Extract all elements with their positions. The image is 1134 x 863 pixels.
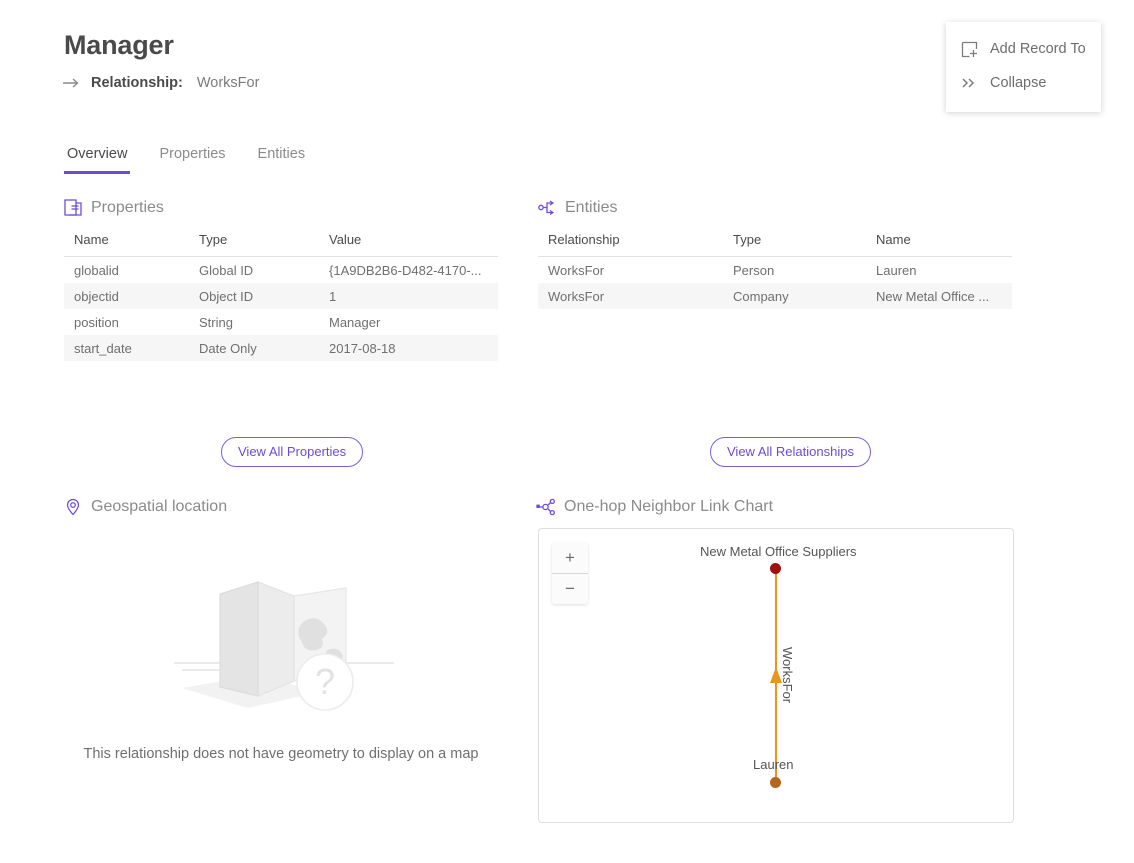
properties-table: Name Type Value globalid Global ID {1A9D…: [64, 232, 498, 361]
entities-section-header: Entities: [537, 198, 617, 217]
column-header-name: Name: [64, 232, 199, 257]
geospatial-section-title: Geospatial location: [91, 497, 228, 515]
table-row[interactable]: WorksFor Person Lauren: [538, 256, 1012, 283]
breadcrumb: Relationship: WorksFor: [63, 75, 259, 91]
edge-label-worksfor: WorksFor: [780, 647, 795, 704]
view-all-relationships-button[interactable]: View All Relationships: [710, 437, 871, 467]
arrow-right-icon: [63, 76, 81, 90]
folded-map-question-illustration: ?: [170, 560, 395, 725]
tab-bar: Overview Properties Entities: [64, 142, 308, 174]
entities-section-title: Entities: [565, 198, 618, 216]
node-label-person: Lauren: [753, 757, 794, 772]
column-header-type: Type: [199, 232, 329, 257]
context-menu: Add Record To Collapse: [946, 22, 1101, 112]
entity-link-lauren[interactable]: Lauren: [876, 262, 917, 278]
graph-node-person[interactable]: [770, 777, 781, 788]
column-header-value: Value: [329, 232, 498, 257]
cell-relationship: WorksFor: [548, 262, 605, 278]
menu-item-collapse[interactable]: Collapse: [946, 66, 1101, 100]
menu-item-add-record-to[interactable]: Add Record To: [946, 32, 1101, 66]
cell-value: {1A9DB2B6-D482-4170-...: [329, 262, 482, 278]
zoom-in-button[interactable]: +: [552, 543, 588, 574]
cell-value: 2017-08-18: [329, 340, 396, 356]
tab-entities[interactable]: Entities: [257, 146, 306, 162]
graph-edge: [770, 569, 782, 782]
table-row[interactable]: position String Manager: [64, 309, 498, 335]
cell-type: Person: [733, 262, 775, 278]
relationship-value: WorksFor: [196, 75, 260, 91]
hub-spoke-icon: [536, 497, 555, 516]
properties-form-icon: [63, 198, 82, 217]
link-chart-section-header: One-hop Neighbor Link Chart: [536, 497, 773, 516]
menu-item-label: Add Record To: [990, 41, 1086, 57]
cell-name: objectid: [74, 288, 119, 304]
add-record-icon: [960, 40, 978, 58]
cell-name: start_date: [74, 340, 132, 356]
graph-node-company[interactable]: [770, 563, 781, 574]
network-link-icon: [537, 198, 556, 217]
properties-section-header: Properties: [63, 198, 164, 217]
column-header-relationship: Relationship: [538, 232, 733, 257]
svg-text:?: ?: [315, 661, 335, 702]
cell-type: Object ID: [199, 288, 254, 304]
view-all-properties-button[interactable]: View All Properties: [221, 437, 364, 467]
table-row[interactable]: WorksFor Company New Metal Office ...: [538, 283, 1012, 309]
properties-section-title: Properties: [91, 198, 164, 216]
node-label-company: New Metal Office Suppliers: [700, 544, 857, 559]
relationship-label: Relationship:: [91, 75, 183, 91]
table-row[interactable]: objectid Object ID 1: [64, 283, 498, 309]
tab-properties[interactable]: Properties: [159, 146, 226, 162]
column-header-name: Name: [876, 232, 1012, 257]
cell-value: Manager: [329, 314, 381, 330]
geospatial-section-header: Geospatial location: [63, 497, 227, 516]
cell-name: globalid: [74, 262, 119, 278]
tab-overview[interactable]: Overview: [64, 142, 131, 174]
link-chart-section-title: One-hop Neighbor Link Chart: [564, 497, 774, 515]
column-header-type: Type: [733, 232, 876, 257]
menu-item-label: Collapse: [990, 75, 1047, 91]
cell-relationship: WorksFor: [548, 288, 605, 304]
entity-link-company[interactable]: New Metal Office ...: [876, 288, 990, 304]
zoom-out-button[interactable]: −: [565, 579, 575, 598]
entities-table: Relationship Type Name WorksFor Person L…: [538, 232, 1012, 309]
geospatial-empty-message: This relationship does not have geometry…: [83, 746, 479, 762]
table-row[interactable]: globalid Global ID {1A9DB2B6-D482-4170-.…: [64, 256, 498, 283]
cell-type: String: [199, 314, 233, 330]
table-row[interactable]: start_date Date Only 2017-08-18: [64, 335, 498, 361]
cell-type: Global ID: [199, 262, 254, 278]
table-header-row: Relationship Type Name: [538, 232, 1012, 257]
chevron-double-right-icon: [960, 74, 978, 92]
cell-type: Company: [733, 288, 789, 304]
page-title: Manager: [64, 30, 174, 60]
zoom-controls: + −: [552, 543, 588, 604]
map-pin-icon: [63, 497, 82, 516]
table-header-row: Name Type Value: [64, 232, 498, 257]
cell-value: 1: [329, 288, 337, 304]
cell-name: position: [74, 314, 119, 330]
cell-type: Date Only: [199, 340, 257, 356]
link-chart-canvas[interactable]: + − New Metal Office Suppliers WorksFor …: [538, 528, 1014, 823]
